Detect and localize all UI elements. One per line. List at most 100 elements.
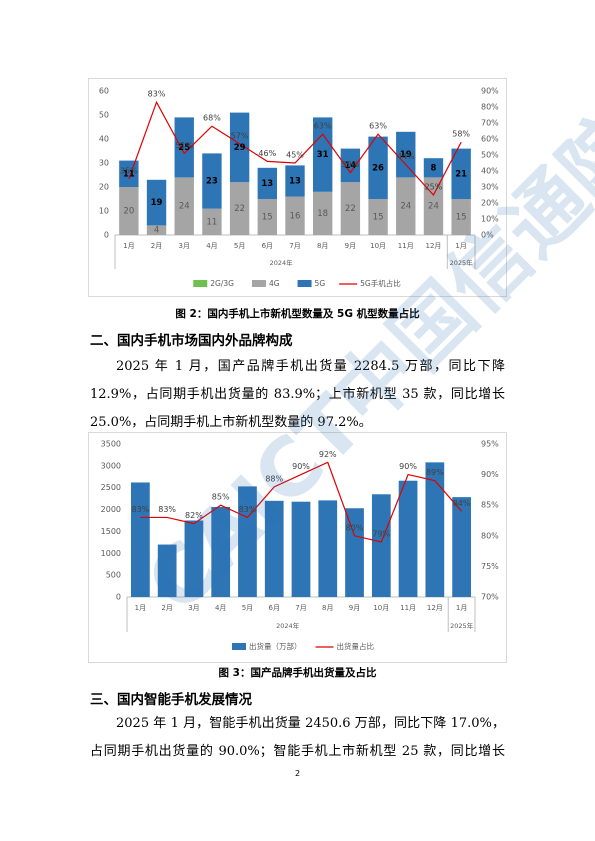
y-tick-label: 3500	[101, 440, 121, 449]
figure-caption: 图 3：国产品牌手机出货量及占比	[218, 667, 377, 679]
bar	[340, 182, 361, 235]
group-label: 2025年	[450, 621, 474, 630]
line-label: 92%	[319, 450, 337, 459]
y2-tick-label: 30%	[481, 183, 499, 192]
bar-label: 22	[234, 204, 245, 214]
bar-label: 15	[262, 213, 273, 223]
bar-label: 31	[317, 150, 329, 160]
x-tick-label: 10月	[373, 604, 389, 612]
bar-label: 13	[261, 179, 273, 189]
line-label: 51%	[175, 141, 193, 150]
bar	[451, 148, 471, 199]
bar	[318, 500, 338, 597]
bar-label: 13	[289, 177, 301, 187]
bar	[368, 199, 388, 235]
bar	[452, 497, 471, 597]
line-label: 83%	[131, 505, 149, 514]
bar	[451, 199, 471, 235]
line-label: 89%	[426, 468, 444, 477]
bar	[146, 225, 167, 235]
bar	[257, 199, 277, 235]
y-tick-label: 0	[116, 593, 121, 602]
y2-tick-label: 85%	[481, 501, 499, 510]
bar	[340, 148, 361, 183]
x-tick-label: 8月	[322, 604, 333, 612]
x-tick-label: 7月	[289, 242, 300, 250]
y-tick-label: 2000	[101, 505, 121, 514]
line-label: 79%	[372, 529, 390, 538]
chart: 0 500 1000 1500 2000 2500 3000 3500 70% 75% 80% 85%…	[101, 440, 500, 652]
bar-label: 24	[179, 202, 190, 212]
bar	[285, 196, 305, 235]
line-label: 63%	[314, 122, 332, 131]
y-tick-label: 40	[99, 135, 109, 144]
line-label: 80%	[346, 523, 364, 532]
line-label: 83%	[239, 505, 257, 514]
line-label: 82%	[185, 511, 203, 520]
bar	[291, 501, 311, 597]
bar-label: 11	[207, 217, 218, 227]
y-tick-label: 30	[99, 159, 109, 168]
x-tick-label: 10月	[370, 242, 386, 250]
line-label: 39%	[341, 160, 359, 169]
bar	[264, 500, 284, 597]
line-label: 83%	[148, 90, 166, 99]
y-tick-label: 50	[99, 111, 109, 120]
bar	[285, 165, 305, 197]
x-tick-label: 12月	[426, 242, 442, 250]
bar-label: 20	[123, 207, 134, 217]
line-label: 84%	[453, 499, 471, 508]
x-tick-label: 6月	[262, 242, 273, 250]
bar	[423, 158, 444, 178]
legend-label: 5G手机占比	[360, 278, 401, 288]
group-label: 2024年	[276, 621, 300, 630]
legend-label: 出货量占比	[337, 641, 375, 651]
y2-tick-label: 60%	[481, 135, 499, 144]
bar	[423, 177, 444, 235]
y2-tick-label: 70%	[481, 593, 499, 602]
legend-swatch	[251, 280, 266, 287]
bar	[238, 486, 257, 597]
bar-label: 21	[455, 169, 467, 179]
legend-label: 2G/3G	[210, 279, 234, 288]
bar	[174, 177, 194, 235]
bar-label: 18	[317, 209, 328, 219]
x-tick-label: 9月	[345, 242, 356, 250]
x-tick-label: 11月	[400, 604, 416, 612]
chart-frame: 0 10 20 30 40 50 60 0% 10% 20% 30% 40% 50% 60% 70% 80% 9…	[88, 78, 507, 297]
bar	[119, 187, 139, 235]
x-tick-label: 4月	[215, 604, 226, 612]
x-tick-label: 11月	[398, 242, 414, 250]
bar-label: 24	[428, 202, 439, 212]
y2-tick-label: 75%	[481, 562, 499, 571]
bar-label: 15	[456, 213, 467, 223]
bar-label: 26	[372, 163, 384, 173]
legend-swatch	[232, 643, 246, 650]
y-tick-label: 10	[99, 207, 109, 216]
line-label: 90%	[399, 462, 417, 471]
x-tick-label: 9月	[349, 604, 360, 612]
bar	[202, 153, 222, 209]
bar	[184, 520, 204, 597]
group-label: 2024年	[270, 258, 294, 267]
bar	[313, 191, 333, 235]
line-label: 44%	[397, 152, 415, 161]
line-label: 68%	[203, 114, 221, 123]
bar	[202, 208, 222, 235]
bar-label: 16	[290, 211, 301, 221]
x-tick-label: 5月	[234, 242, 245, 250]
bar	[368, 136, 388, 199]
bar-label: 19	[400, 150, 412, 160]
bar-label: 23	[206, 177, 218, 187]
y2-tick-label: 50%	[481, 151, 499, 160]
line-series	[128, 100, 462, 197]
bar	[371, 494, 391, 597]
legend-label: 4G	[269, 279, 280, 288]
bar	[146, 179, 167, 226]
bar-label: 29	[234, 143, 246, 153]
y-tick-label: 500	[106, 571, 121, 580]
y-tick-label: 2500	[101, 483, 121, 492]
x-tick-label: 2月	[161, 604, 172, 612]
page-number: 2	[294, 769, 301, 778]
paragraph: 2025 年 1 月，智能手机出货量 2450.6 万部，同比下降 17.0%，…	[90, 716, 505, 759]
